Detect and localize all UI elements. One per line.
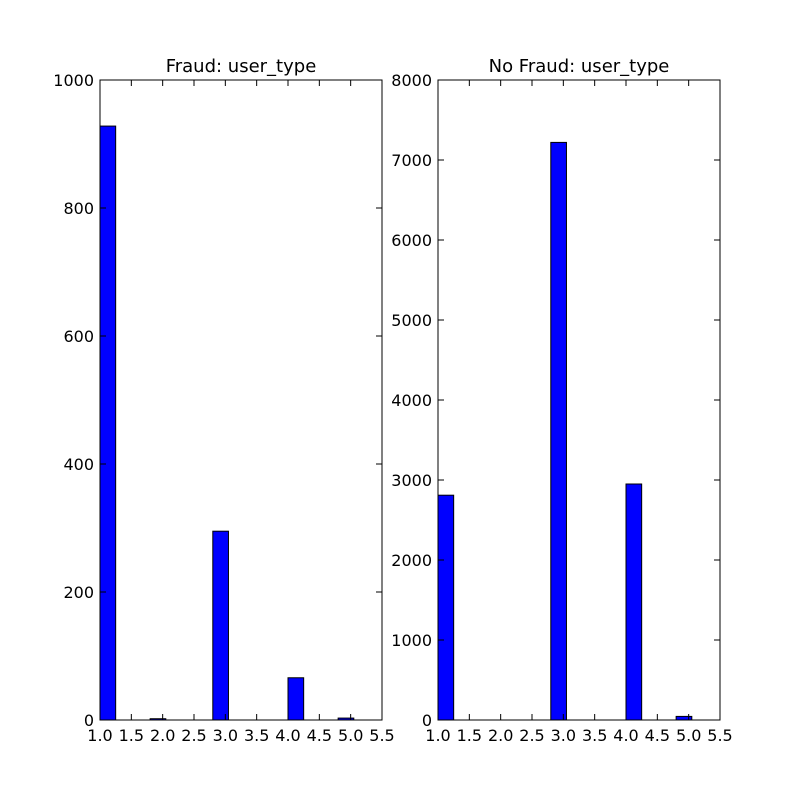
x-tick-label: 4.0 [613,726,638,745]
x-tick-label: 4.0 [275,726,300,745]
x-tick-label: 2.0 [150,726,175,745]
y-tick-label: 2000 [391,551,432,570]
bar [550,141,567,721]
x-tick-label: 4.5 [645,726,670,745]
y-tick-label: 200 [63,583,94,602]
y-tick-label: 7000 [391,151,432,170]
bar [99,125,117,721]
x-tick-label: 3.0 [551,726,576,745]
y-tick-label: 5000 [391,311,432,330]
bar [437,494,455,721]
y-tick-label: 0 [84,711,94,730]
x-tick-label: 5.0 [338,726,363,745]
plot-frame [437,79,721,721]
plot-frame [99,79,383,721]
y-tick-label: 8000 [391,71,432,90]
x-tick-label: 2.0 [488,726,513,745]
y-tick-label: 1000 [53,71,94,90]
chart-title: Fraud: user_type [166,56,317,77]
x-tick-label: 4.5 [307,726,332,745]
bar [287,677,305,721]
y-tick-label: 0 [422,711,432,730]
x-tick-label: 2.5 [519,726,544,745]
y-tick-label: 600 [63,327,94,346]
x-tick-label: 5.5 [369,726,394,745]
bar [675,715,693,721]
y-tick-label: 400 [63,455,94,474]
bar [625,483,643,721]
chart-no-fraud-user-type: No Fraud: user_type 1.0 1.5 2.0 2.5 3.0 3.5 4.… [391,56,732,745]
chart-fraud-user-type: Fraud: user_type 1.0 1.5 2.0 2.5 3.0 3.5 4.0 4.… [53,56,394,745]
y-tick-label: 6000 [391,231,432,250]
x-tick-label: 1.0 [425,726,450,745]
x-tick-label: 3.5 [582,726,607,745]
x-tick-label: 3.0 [213,726,238,745]
y-tick-label: 800 [63,199,94,218]
x-tick-label: 1.5 [457,726,482,745]
x-tick-label: 5.5 [707,726,732,745]
x-tick-label: 5.0 [676,726,701,745]
bar [212,530,229,721]
x-tick-label: 3.5 [244,726,269,745]
chart-title: No Fraud: user_type [489,56,670,77]
x-tick-label: 1.5 [119,726,144,745]
x-tick-label: 1.0 [87,726,112,745]
y-tick-label: 1000 [391,631,432,650]
y-tick-label: 4000 [391,391,432,410]
x-tick-label: 2.5 [181,726,206,745]
y-tick-label: 3000 [391,471,432,490]
